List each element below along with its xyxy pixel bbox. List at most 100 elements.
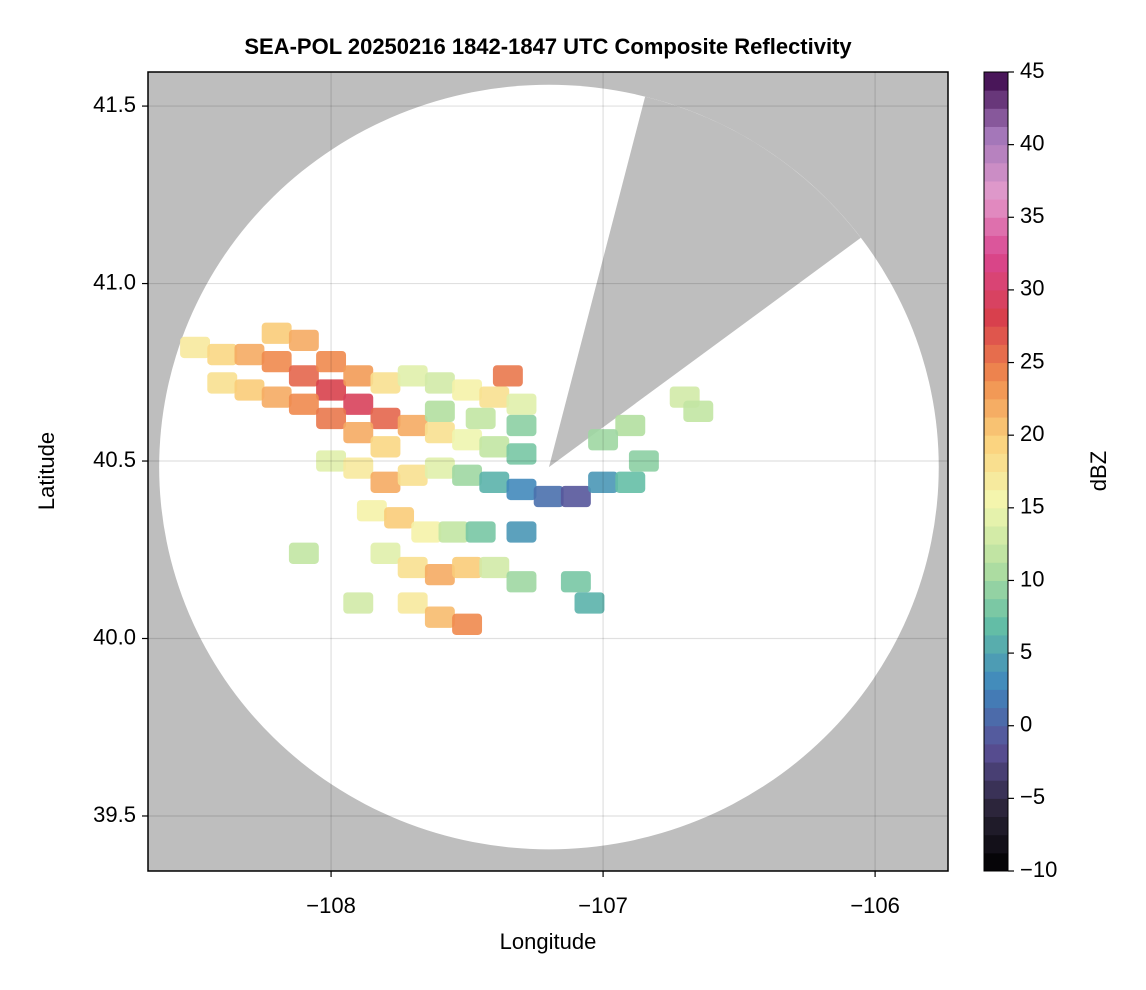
reflectivity-cell [207, 343, 238, 366]
colorbar-segment [984, 180, 1008, 200]
reflectivity-cell [506, 393, 537, 415]
reflectivity-cell [479, 471, 510, 493]
reflectivity-cell [370, 407, 401, 430]
colorbar-tick-label: 5 [1020, 639, 1032, 664]
colorbar-segment [984, 162, 1008, 182]
reflectivity-cell [234, 343, 265, 366]
reflectivity-cell [343, 421, 374, 444]
reflectivity-cell [370, 542, 401, 564]
reflectivity-cell [438, 521, 469, 543]
x-tick-label: −108 [306, 893, 356, 918]
reflectivity-cell [452, 379, 483, 401]
colorbar-segment [984, 816, 1008, 836]
reflectivity-cell [424, 606, 455, 628]
colorbar-tick-label: 20 [1020, 421, 1044, 446]
colorbar-tick-label: 45 [1020, 58, 1044, 83]
reflectivity-cell [424, 421, 455, 444]
colorbar-segment [984, 743, 1008, 763]
reflectivity-cell [533, 485, 564, 508]
reflectivity-cell [615, 414, 646, 437]
colorbar-segment [984, 834, 1008, 854]
reflectivity-cell [384, 507, 415, 529]
blocked-sector [548, 96, 861, 468]
colorbar-label: dBZ [1086, 451, 1111, 491]
reflectivity-cell [397, 414, 428, 437]
reflectivity-cell [397, 556, 428, 579]
reflectivity-cell [465, 521, 496, 543]
colorbar-segment [984, 308, 1008, 327]
colorbar-segment [984, 707, 1008, 727]
reflectivity-cell [452, 556, 483, 579]
reflectivity-cell [628, 450, 659, 472]
reflectivity-cell [560, 485, 591, 508]
reflectivity-cell [465, 407, 496, 430]
reflectivity-cell [452, 464, 483, 486]
reflectivity-cell [424, 563, 455, 586]
reflectivity-cell [288, 393, 319, 415]
colorbar-segment [984, 235, 1008, 255]
colorbar-tick-label: 25 [1020, 348, 1044, 373]
reflectivity-cell [397, 365, 428, 387]
reflectivity-cell [397, 592, 428, 614]
reflectivity-cell [343, 365, 374, 387]
colorbar-frame [983, 71, 1009, 872]
reflectivity-cell [424, 457, 455, 479]
colorbar-segment [984, 653, 1008, 672]
colorbar-segment [984, 580, 1008, 600]
colorbar-segment [984, 144, 1008, 164]
reflectivity-cell [452, 429, 483, 451]
y-tick-label: 39.5 [93, 802, 136, 827]
reflectivity-cell [343, 393, 374, 415]
x-tick-label: −106 [850, 893, 900, 918]
reflectivity-cell [261, 350, 292, 373]
reflectivity-cell [506, 414, 537, 437]
colorbar-segment [984, 90, 1008, 109]
reflectivity-cell [261, 322, 292, 344]
reflectivity-cell [288, 542, 319, 564]
colorbar-segment [984, 507, 1008, 527]
reflectivity-cell [288, 365, 319, 387]
y-tick-label: 41.0 [93, 269, 136, 294]
colorbar-segment [984, 344, 1008, 364]
reflectivity-cell [356, 500, 387, 522]
colorbar-tick-label: 40 [1020, 130, 1044, 155]
colorbar-segment [984, 525, 1008, 545]
colorbar-segment [984, 562, 1008, 581]
reflectivity-cell [588, 429, 619, 451]
chart-title: SEA-POL 20250216 1842-1847 UTC Composite… [244, 34, 852, 59]
colorbar-segment [984, 634, 1008, 654]
colorbar-segment [984, 689, 1008, 709]
colorbar-segment [984, 417, 1008, 436]
colorbar-segment [984, 253, 1008, 273]
colorbar-tick-label: 10 [1020, 566, 1044, 591]
colorbar-segment [984, 616, 1008, 636]
reflectivity-cell [479, 556, 510, 579]
colorbar-segment [984, 671, 1008, 690]
reflectivity-cell [343, 592, 374, 614]
reflectivity-cell [343, 457, 374, 479]
colorbar-segment [984, 108, 1008, 127]
reflectivity-cell [370, 471, 401, 493]
colorbar-segment [984, 453, 1008, 472]
colorbar-segment [984, 544, 1008, 563]
reflectivity-cell [316, 350, 347, 373]
y-axis-label: Latitude [34, 432, 59, 510]
reflectivity-cell [506, 443, 537, 465]
x-axis-label: Longitude [500, 929, 597, 954]
colorbar-segment [984, 762, 1008, 781]
reflectivity-cell [506, 571, 537, 593]
reflectivity-cell [370, 436, 401, 458]
reflectivity-cell [316, 379, 347, 401]
reflectivity-cell [397, 464, 428, 486]
reflectivity-cell [411, 521, 442, 543]
reflectivity-cell [180, 336, 211, 359]
reflectivity-cell [506, 521, 537, 543]
x-tick-label: −107 [578, 893, 628, 918]
colorbar-tick-label: 15 [1020, 494, 1044, 519]
y-tick-label: 40.0 [93, 624, 136, 649]
colorbar-segment [984, 471, 1008, 491]
reflectivity-cell [683, 400, 714, 422]
colorbar-segment [984, 435, 1008, 454]
plot-layer [159, 84, 939, 850]
reflectivity-cell [316, 450, 347, 472]
